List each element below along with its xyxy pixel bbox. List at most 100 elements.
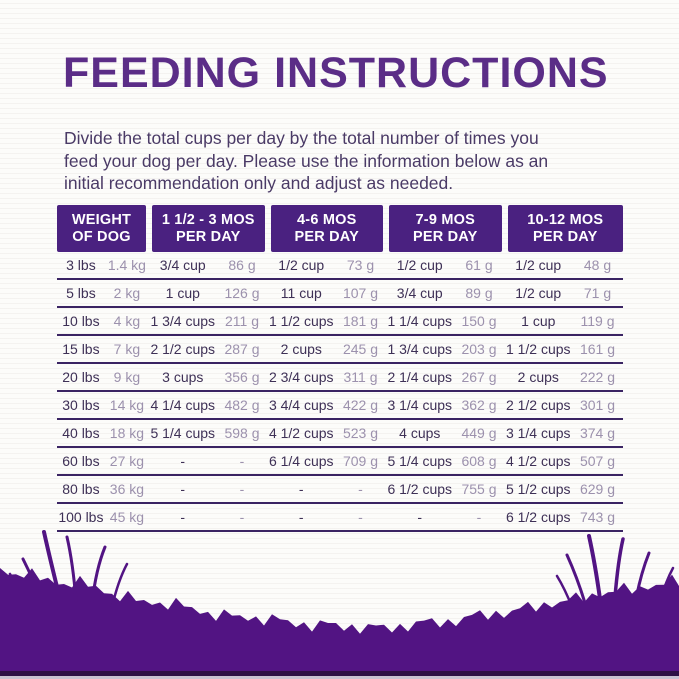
weight-cell: 30 lbs 14 kg <box>57 397 149 413</box>
amount-cell-col2: -- <box>268 481 387 497</box>
weight-cell: 80 lbs 36 kg <box>57 481 149 497</box>
amount-cell-col3: 4 cups 449 g <box>386 425 505 441</box>
amount-cell-col4: 2 cups 222 g <box>505 369 624 385</box>
amount-cell-col4: 1/2 cup 71 g <box>505 285 624 301</box>
weight-cell: 60 lbs 27 kg <box>57 453 149 469</box>
weight-cell: 10 lbs 4 kg <box>57 313 149 329</box>
amount-cell-col3: 2 1/4 cups 267 g <box>386 369 505 385</box>
column-header-line1: WEIGHT <box>71 212 132 228</box>
column-header-age-3: 7-9 MOS PER DAY <box>389 205 502 252</box>
amount-cell-col2: 6 1/4 cups 709 g <box>268 453 387 469</box>
table-header-row: WEIGHT OF DOG 1 1/2 - 3 MOS PER DAY 4-6 MOS P… <box>57 205 623 252</box>
cups-value: 2 1/2 cups <box>150 341 216 357</box>
amount-cell-col4: 2 1/2 cups 301 g <box>505 397 624 413</box>
weight-cell: 40 lbs 18 kg <box>57 425 149 441</box>
amount-cell-col3: 3 1/4 cups 362 g <box>386 397 505 413</box>
amount-cell-col1: -- <box>149 509 268 525</box>
cups-value: 2 1/2 cups <box>505 397 571 413</box>
cups-value: 2 cups <box>280 341 322 357</box>
amount-cell-col2: 2 cups 245 g <box>268 341 387 357</box>
cups-value: 5 1/4 cups <box>387 453 453 469</box>
weight-lbs-value: 40 lbs <box>62 425 100 441</box>
intro-line-3: initial recommendation only and adjust a… <box>64 173 454 193</box>
cups-value: 3 4/4 cups <box>268 397 334 413</box>
amount-cell-col4: 5 1/2 cups 629 g <box>505 481 624 497</box>
weight-cell: 5 lbs 2 kg <box>57 285 149 301</box>
cups-value: 5 1/2 cups <box>505 481 571 497</box>
cups-value: 1/2 cup <box>515 257 562 273</box>
amount-cell-col1: -- <box>149 453 268 469</box>
cups-value: 1 1/2 cups <box>505 341 571 357</box>
weight-kg-value: 4 kg <box>113 313 141 329</box>
weight-lbs-value: 3 lbs <box>66 257 96 273</box>
grams-value: 608 g <box>461 453 497 469</box>
cups-value: 3/4 cup <box>159 257 206 273</box>
grams-value: - <box>476 509 482 525</box>
table-row: 20 lbs 9 kg 3 cups 356 g 2 3/4 cups 311 g 2 1/… <box>57 364 623 392</box>
cups-value: 6 1/4 cups <box>268 453 334 469</box>
cups-value: 1 cup <box>521 313 556 329</box>
grams-value: 211 g <box>225 313 259 329</box>
cups-value: 3 cups <box>162 369 204 385</box>
column-header-weight: WEIGHT OF DOG <box>57 205 146 252</box>
weight-lbs-value: 60 lbs <box>62 453 100 469</box>
weight-lbs-value: 10 lbs <box>62 313 100 329</box>
grams-value: 629 g <box>579 481 616 497</box>
weight-cell: 15 lbs 7 kg <box>57 341 149 357</box>
table-row: 40 lbs 18 kg 5 1/4 cups 598 g 4 1/2 cups 523 … <box>57 420 623 448</box>
grams-value: 245 g <box>342 341 379 357</box>
cups-value: - <box>417 509 423 525</box>
cups-value: 1/2 cup <box>515 285 562 301</box>
grams-value: 107 g <box>342 285 379 301</box>
grams-value: 743 g <box>579 509 616 525</box>
amount-cell-col4: 6 1/2 cups 743 g <box>505 509 624 525</box>
grams-value: 482 g <box>224 397 260 413</box>
amount-cell-col1: 3 cups 356 g <box>149 369 268 385</box>
grams-value: 126 g <box>224 285 260 301</box>
amount-cell-col1: -- <box>149 481 268 497</box>
weight-lbs-value: 30 lbs <box>62 397 100 413</box>
grams-value: 449 g <box>461 425 497 441</box>
amount-cell-col2: 2 3/4 cups 311 g <box>268 369 387 385</box>
cups-value: 4 cups <box>399 425 441 441</box>
cups-value: 6 1/2 cups <box>387 481 453 497</box>
amount-cell-col3: -- <box>386 509 505 525</box>
weight-kg-value: 18 kg <box>109 425 145 441</box>
cups-value: - <box>298 509 304 525</box>
weight-kg-value: 2 kg <box>113 285 141 301</box>
amount-cell-col1: 3/4 cup 86 g <box>149 257 268 273</box>
grass-silhouette-graphic <box>0 530 679 679</box>
grams-value: - <box>239 453 245 469</box>
column-header-line2: PER DAY <box>175 228 241 245</box>
cups-value: 1 3/4 cups <box>150 313 216 329</box>
column-header-line2: PER DAY <box>532 228 598 245</box>
grams-value: - <box>239 509 245 525</box>
column-header-age-2: 4-6 MOS PER DAY <box>270 205 383 252</box>
cups-value: 1 1/4 cups <box>387 313 453 329</box>
grams-value: 119 g <box>580 313 615 329</box>
amount-cell-col1: 5 1/4 cups 598 g <box>149 425 268 441</box>
grams-value: 356 g <box>224 369 260 385</box>
amount-cell-col3: 1 3/4 cups 203 g <box>386 341 505 357</box>
table-row: 5 lbs 2 kg 1 cup 126 g 11 cup 107 g 3/4 cup 89 … <box>57 280 623 308</box>
grams-value: 86 g <box>228 257 256 273</box>
cups-value: 1 cup <box>165 285 200 301</box>
weight-lbs-value: 15 lbs <box>62 341 100 357</box>
weight-lbs-value: 80 lbs <box>62 481 100 497</box>
cups-value: 3 1/4 cups <box>505 425 571 441</box>
amount-cell-col1: 1 3/4 cups 211 g <box>149 313 268 329</box>
column-header-line1: 7-9 MOS <box>415 212 475 228</box>
grams-value: 598 g <box>224 425 260 441</box>
grams-value: 362 g <box>461 397 497 413</box>
grams-value: 71 g <box>583 285 612 301</box>
table-row: 3 lbs 1.4 kg 3/4 cup 86 g 1/2 cup 73 g 1/2 cup… <box>57 252 623 280</box>
grams-value: - <box>358 481 363 497</box>
weight-kg-value: 36 kg <box>109 481 145 497</box>
grams-value: 161 g <box>579 341 616 357</box>
weight-kg-value: 27 kg <box>109 453 145 469</box>
cups-value: 2 1/4 cups <box>387 369 453 385</box>
column-header-line1: 1 1/2 - 3 MOS <box>161 212 255 228</box>
grams-value: 150 g <box>461 313 497 329</box>
amount-cell-col2: 3 4/4 cups 422 g <box>268 397 387 413</box>
